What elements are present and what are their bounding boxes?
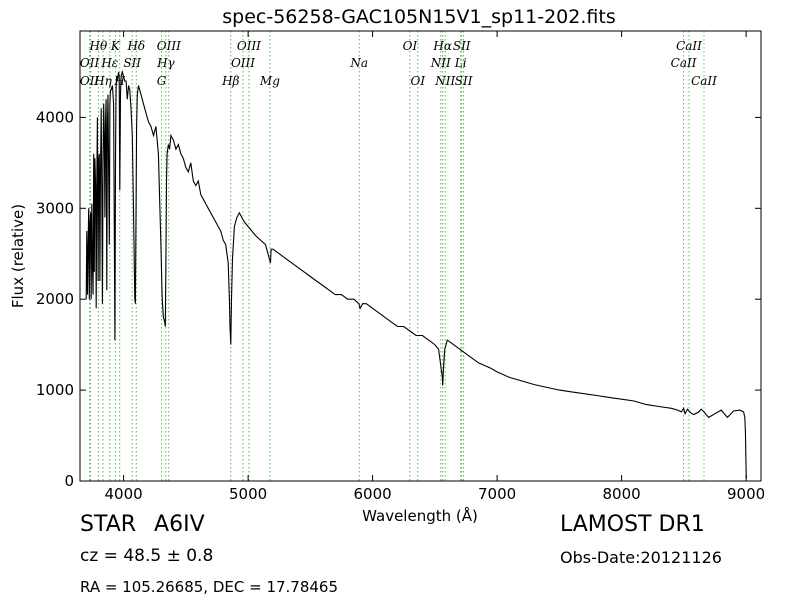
- y-tick-label: 1000: [36, 381, 74, 399]
- line-label: Hη: [93, 74, 112, 88]
- observation-date: Obs-Date:20121126: [560, 548, 722, 567]
- plot-frame: [79, 30, 762, 482]
- line-label: OII: [80, 56, 100, 70]
- line-label: Hα: [432, 39, 452, 53]
- line-label: OI: [411, 74, 426, 88]
- line-label: Hδ: [126, 39, 145, 53]
- survey-name: LAMOST DR1: [560, 512, 705, 537]
- line-label: Li: [454, 56, 467, 70]
- y-tick-label: 4000: [36, 108, 74, 126]
- x-tick-label: 6000: [354, 485, 392, 503]
- line-label: Hθ: [89, 39, 108, 53]
- line-label: Hβ: [221, 74, 239, 88]
- line-label: NII: [434, 74, 455, 88]
- line-label: SII: [455, 74, 473, 88]
- line-label: CaII: [691, 74, 717, 88]
- object-subclass: A6IV: [154, 512, 205, 537]
- y-axis-ticks: 0 1000 2000 3000 4000: [36, 108, 761, 490]
- line-label: OIII: [237, 39, 261, 53]
- line-marker-group: [89, 31, 705, 481]
- line-label: SII: [123, 56, 141, 70]
- x-tick-label: 8000: [603, 485, 641, 503]
- line-label: Mg: [259, 74, 280, 88]
- line-label: OI: [403, 39, 418, 53]
- y-tick-label: 0: [64, 472, 74, 490]
- x-tick-label: 4000: [105, 485, 143, 503]
- y-tick-label: 2000: [36, 290, 74, 308]
- x-tick-label: 7000: [478, 485, 516, 503]
- coordinates: RA = 105.26685, DEC = 17.78465: [80, 578, 339, 596]
- x-tick-label: 9000: [727, 485, 765, 503]
- line-label: SII: [453, 39, 471, 53]
- line-label: OIII: [157, 39, 181, 53]
- chart-title: spec-56258-GAC105N15V1_sp11-202.fits: [222, 6, 615, 28]
- spectrum-line: [85, 69, 747, 479]
- redshift-value: cz = 48.5 ± 0.8: [80, 546, 214, 566]
- x-tick-label: 5000: [229, 485, 267, 503]
- y-tick-label: 3000: [36, 199, 74, 217]
- line-label: CaII: [676, 39, 702, 53]
- line-label: G: [157, 74, 167, 88]
- line-label: OIII: [231, 56, 255, 70]
- classification: STAR A6IV: [80, 512, 205, 537]
- line-label: Hε: [100, 56, 118, 70]
- x-axis-ticks: 4000 5000 6000 7000 8000 9000: [105, 31, 765, 503]
- line-label: Hγ: [156, 56, 175, 70]
- line-label: OII: [80, 74, 100, 88]
- x-axis-label: Wavelength (Å): [362, 506, 478, 525]
- y-axis-label: Flux (relative): [9, 204, 27, 308]
- line-label: CaII: [671, 56, 697, 70]
- object-class: STAR: [80, 512, 137, 537]
- line-label: Na: [349, 56, 368, 70]
- line-label: K: [110, 39, 121, 53]
- line-label: NII: [430, 56, 451, 70]
